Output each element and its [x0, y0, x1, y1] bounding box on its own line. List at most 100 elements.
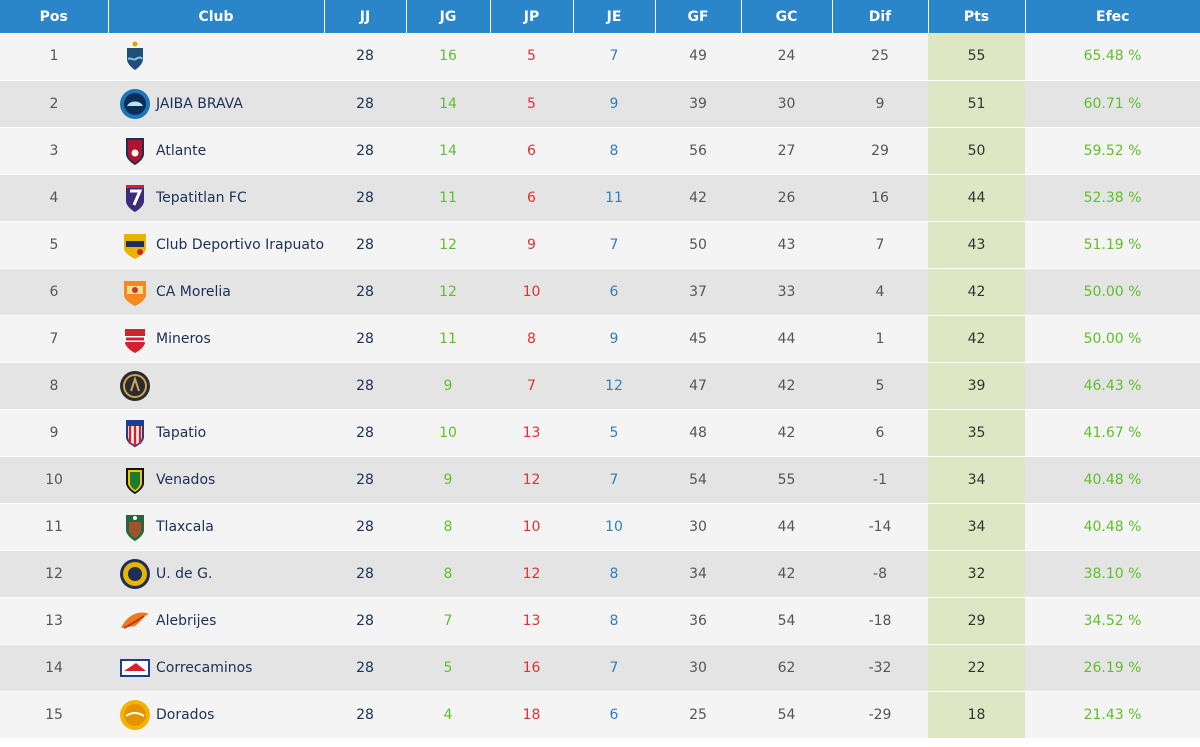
col-header-dif[interactable]: Dif [832, 0, 929, 33]
col-header-jg[interactable]: JG [406, 0, 491, 33]
tlaxcala-shield-icon [118, 510, 152, 544]
club-cell-content: Dorados [118, 698, 324, 732]
cell-efec: 46.43 % [1025, 362, 1200, 410]
table-row[interactable]: 15 Dorados 28 4 18 6 25 54 -29 18 21.43 % [0, 691, 1200, 739]
table-row[interactable]: 2 JAIBA BRAVA 28 14 5 9 39 30 9 51 60.71 % [0, 80, 1200, 128]
club-name[interactable]: Tapatio [156, 424, 207, 441]
correcaminos-badge-icon [118, 651, 152, 685]
cell-je: 7 [573, 221, 655, 269]
club-name[interactable]: Tlaxcala [156, 518, 214, 535]
table-row[interactable]: 7 Mineros 28 11 8 9 45 44 1 42 50.00 % [0, 315, 1200, 363]
table-row[interactable]: 13 Alebrijes 28 7 13 8 36 54 -18 29 34.52 % [0, 597, 1200, 645]
table-row[interactable]: 1 28 16 5 7 49 24 25 55 65.48 % [0, 33, 1200, 81]
table-row[interactable]: 8 28 9 7 12 47 42 5 39 46.43 % [0, 362, 1200, 410]
tepatitlan-shield-icon [118, 181, 152, 215]
table-row[interactable]: 10 Venados 28 9 12 7 54 55 -1 34 40.48 % [0, 456, 1200, 504]
cell-gf: 45 [655, 315, 741, 363]
table-row[interactable]: 5 Club Deportivo Irapuato 28 12 9 7 50 43 7 43 51.… [0, 221, 1200, 269]
cell-jg: 4 [406, 691, 490, 739]
cell-pos: 12 [0, 550, 108, 598]
club-cell-content: Tlaxcala [118, 510, 324, 544]
table-row[interactable]: 3 Atlante 28 14 6 8 56 27 29 50 59.52 % [0, 127, 1200, 175]
cell-je: 7 [573, 456, 655, 504]
club-name[interactable]: Dorados [156, 706, 215, 723]
club-cell-content [118, 369, 324, 403]
cell-jg: 11 [406, 174, 490, 222]
club-name[interactable]: Atlante [156, 142, 207, 159]
atlante-shield-icon [118, 134, 152, 168]
venados-shield-icon [118, 463, 152, 497]
club-cell-content: Alebrijes [118, 604, 324, 638]
cell-dif: 4 [832, 268, 928, 316]
club-name[interactable]: CA Morelia [156, 283, 231, 300]
cell-jg: 9 [406, 456, 490, 504]
table-row[interactable]: 9 Tapatio 28 10 13 5 48 42 6 35 41.67 % [0, 409, 1200, 457]
club-name[interactable]: Alebrijes [156, 612, 217, 629]
cell-pos: 4 [0, 174, 108, 222]
cell-jp: 10 [490, 503, 573, 551]
cell-jg: 12 [406, 268, 490, 316]
cell-efec: 65.48 % [1025, 33, 1200, 81]
crest-blue-waves-icon [118, 39, 152, 73]
cell-jp: 5 [490, 33, 573, 81]
cell-je: 9 [573, 80, 655, 128]
cell-je: 8 [573, 597, 655, 645]
col-header-gc[interactable]: GC [741, 0, 833, 33]
club-name[interactable]: Correcaminos [156, 659, 253, 676]
club-cell-content: Venados [118, 463, 324, 497]
cell-gc: 33 [741, 268, 832, 316]
cell-pos: 14 [0, 644, 108, 692]
morelia-crest-icon [118, 275, 152, 309]
mineros-crest-icon [118, 322, 152, 356]
table-row[interactable]: 12 U. de G. 28 8 12 8 34 42 -8 32 38.10 % [0, 550, 1200, 598]
cell-dif: -14 [832, 503, 928, 551]
cell-gf: 56 [655, 127, 741, 175]
cell-gf: 36 [655, 597, 741, 645]
cell-club: Correcaminos [108, 644, 324, 692]
cell-jp: 18 [490, 691, 573, 739]
club-name[interactable]: Tepatitlan FC [156, 189, 247, 206]
cell-jp: 7 [490, 362, 573, 410]
cell-pos: 2 [0, 80, 108, 128]
cell-pts: 50 [928, 127, 1025, 175]
club-name[interactable]: JAIBA BRAVA [156, 95, 243, 112]
cell-pts: 32 [928, 550, 1025, 598]
table-row[interactable]: 11 Tlaxcala 28 8 10 10 30 44 -14 34 40.48 % [0, 503, 1200, 551]
cell-efec: 51.19 % [1025, 221, 1200, 269]
cell-gc: 24 [741, 33, 832, 81]
cell-jj: 28 [324, 174, 406, 222]
club-name[interactable]: Venados [156, 471, 216, 488]
table-body: 1 28 16 5 7 49 24 25 55 65.48 % 2 JAIBA BRAVA 28 14 5 9… [0, 33, 1200, 739]
col-header-jp[interactable]: JP [490, 0, 574, 33]
club-cell-content: CA Morelia [118, 275, 324, 309]
cell-gc: 42 [741, 550, 832, 598]
cell-jj: 28 [324, 33, 406, 81]
club-name[interactable]: Club Deportivo Irapuato [156, 236, 325, 253]
col-header-pos[interactable]: Pos [0, 0, 109, 33]
table-row[interactable]: 4 Tepatitlan FC 28 11 6 11 42 26 16 44 52.38 % [0, 174, 1200, 222]
cell-club: Club Deportivo Irapuato [108, 221, 325, 269]
cell-jp: 6 [490, 174, 573, 222]
club-name[interactable]: U. de G. [156, 565, 213, 582]
cell-je: 7 [573, 33, 655, 81]
cell-je: 11 [573, 174, 655, 222]
cell-pos: 6 [0, 268, 108, 316]
cell-gc: 26 [741, 174, 832, 222]
cell-je: 7 [573, 644, 655, 692]
col-header-club[interactable]: Club [108, 0, 325, 33]
cell-gc: 62 [741, 644, 832, 692]
col-header-efec[interactable]: Efec [1025, 0, 1200, 33]
cell-je: 9 [573, 315, 655, 363]
col-header-je[interactable]: JE [573, 0, 656, 33]
club-name[interactable]: Mineros [156, 330, 211, 347]
cell-pos: 3 [0, 127, 108, 175]
cell-jg: 8 [406, 503, 490, 551]
col-header-gf[interactable]: GF [655, 0, 742, 33]
col-header-pts[interactable]: Pts [928, 0, 1026, 33]
col-header-jj[interactable]: JJ [324, 0, 407, 33]
cell-gf: 48 [655, 409, 741, 457]
table-row[interactable]: 6 CA Morelia 28 12 10 6 37 33 4 42 50.00 % [0, 268, 1200, 316]
cell-efec: 41.67 % [1025, 409, 1200, 457]
table-row[interactable]: 14 Correcaminos 28 5 16 7 30 62 -32 22 26.19 % [0, 644, 1200, 692]
